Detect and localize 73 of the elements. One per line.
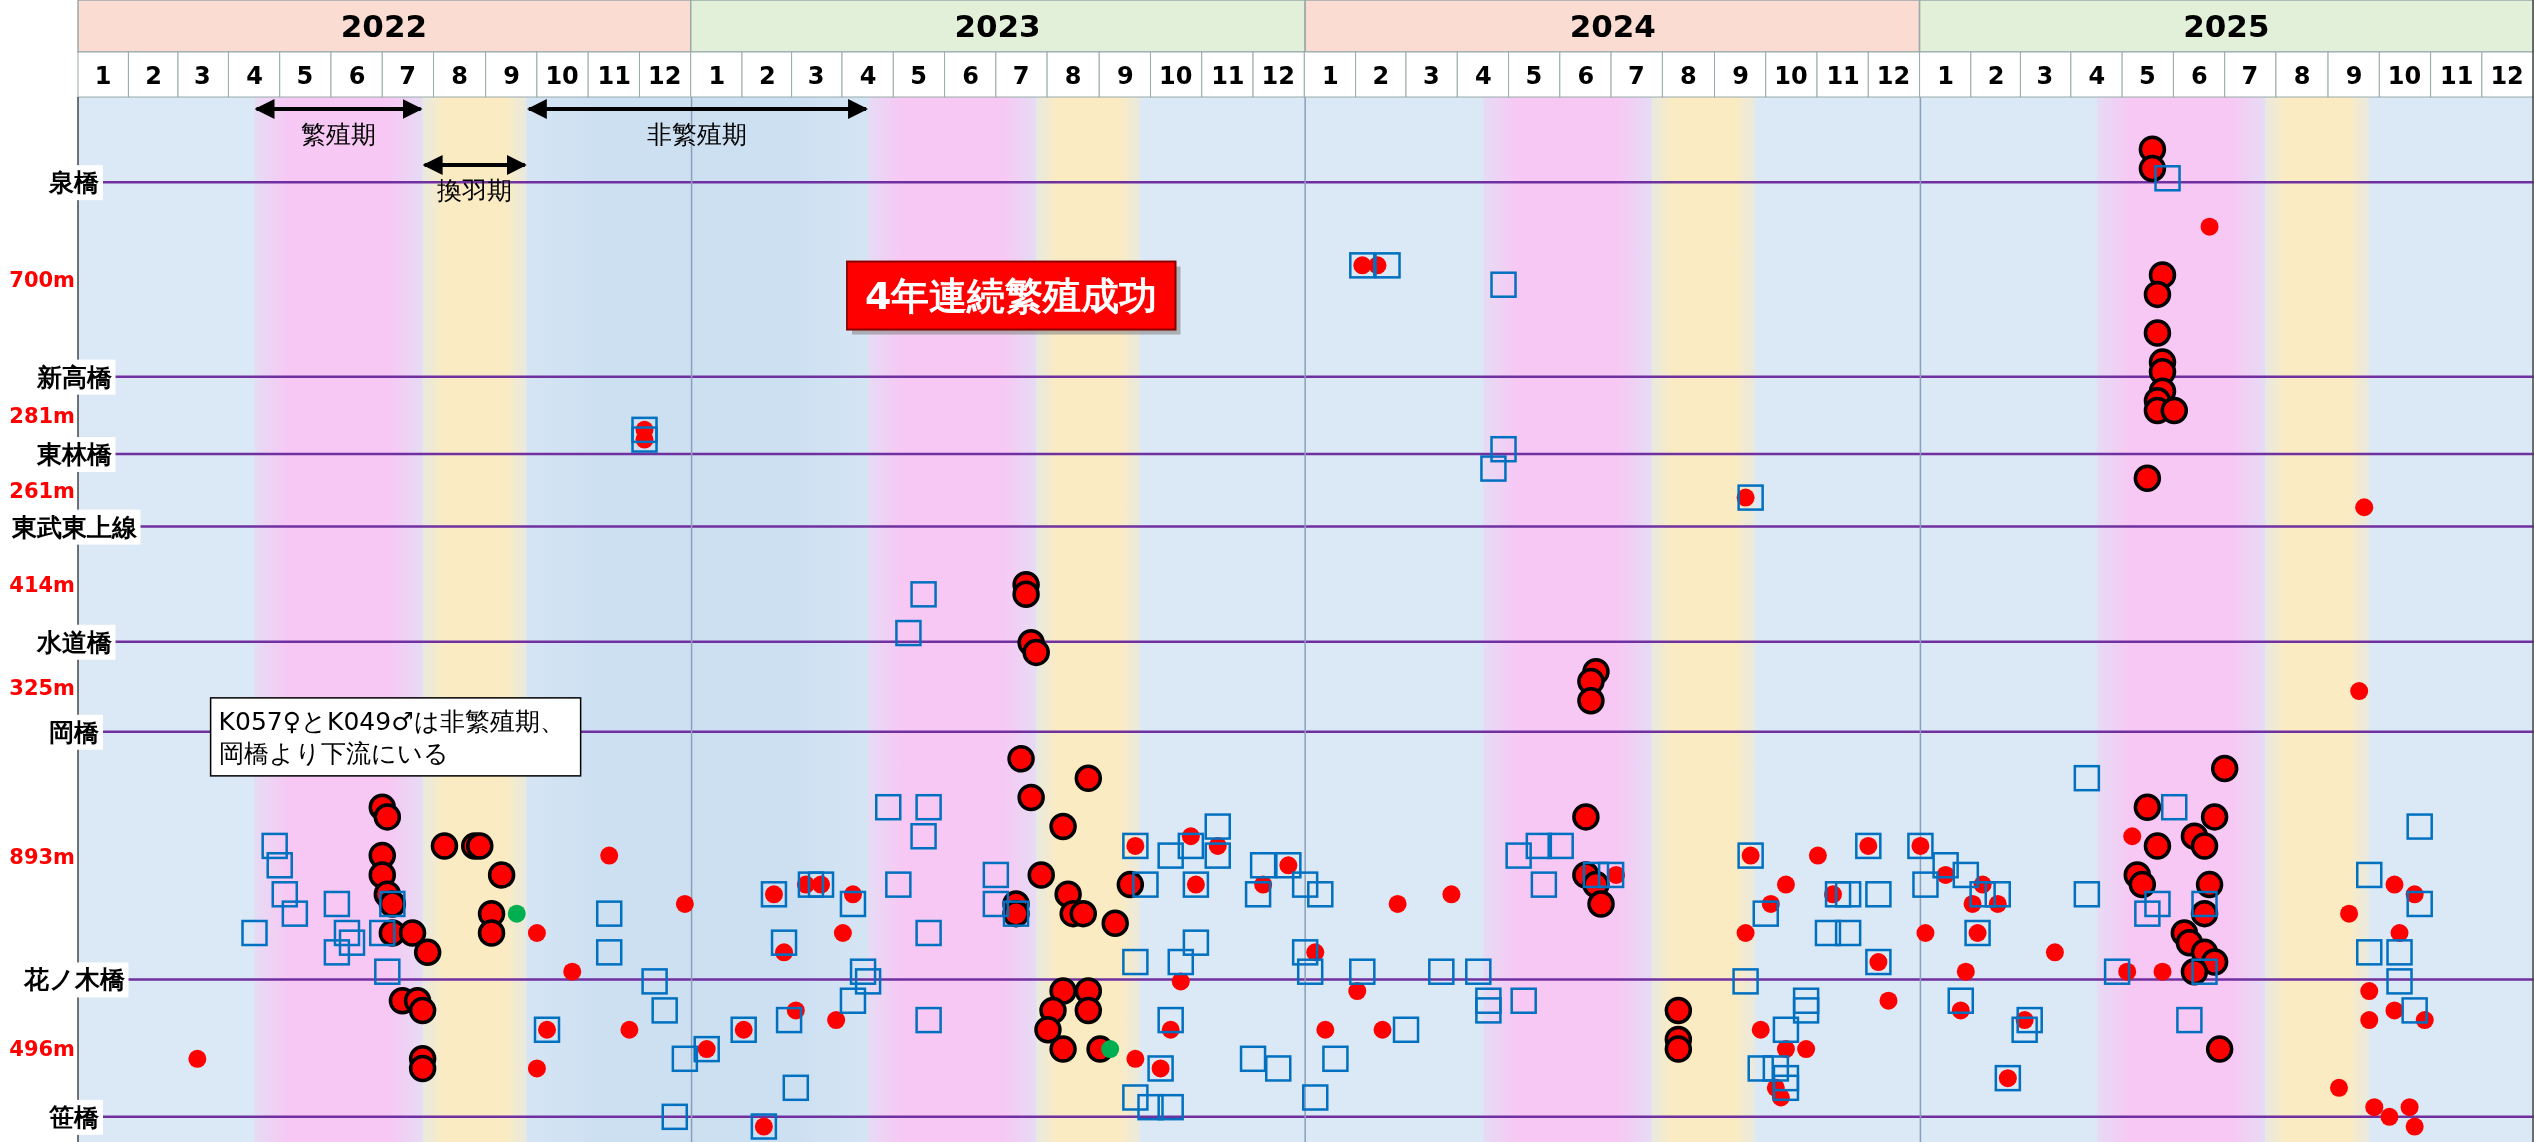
x-tick-label: 3: [194, 61, 211, 90]
text: 893m: [9, 844, 75, 869]
x-tick-label: 12: [1876, 61, 1911, 90]
ref-line-label: 花ノ木橋: [22, 965, 126, 995]
x-tick-label: 8: [451, 61, 468, 90]
x-tick-label: 5: [1525, 61, 1543, 90]
x-tick-label: 11: [1826, 61, 1860, 90]
x2-tick-label: 2025: [2183, 8, 2270, 44]
x-tick-label: 8: [1064, 61, 1082, 90]
x-tick-label: 4: [1475, 61, 1492, 90]
x-tick-label: 12: [647, 61, 682, 90]
x-tick-label: 7: [399, 61, 416, 90]
x-tick-label: 7: [1627, 61, 1645, 90]
x-tick-label: 9: [1732, 61, 1749, 90]
text: 414m: [9, 573, 75, 598]
x-tick-label: 11: [597, 61, 631, 90]
text: 700m: [9, 268, 75, 293]
x-tick-label: 1: [94, 61, 112, 90]
x-tick-label: 1: [708, 61, 726, 90]
ref-line-label: 岡橋: [49, 717, 100, 747]
x-tick-label: 3: [2036, 61, 2054, 90]
x-tick-label: 10: [2387, 61, 2422, 90]
x-tick-label: 10: [1774, 61, 1808, 90]
x-tick-label: 5: [2139, 61, 2156, 90]
band-label: 非繁殖期: [647, 120, 748, 149]
x-tick-label: 1: [1937, 61, 1954, 90]
x-tick-label: 12: [1261, 61, 1295, 90]
ref-line-label: 東林橋: [35, 440, 113, 470]
x-tick-label: 4: [246, 61, 263, 90]
x-tick-label: 1: [1322, 61, 1339, 90]
x-tick-label: 9: [503, 61, 521, 90]
band-label: 換羽期: [437, 176, 513, 205]
x-tick-label: 11: [1211, 61, 1245, 90]
text: 281m: [9, 404, 75, 429]
ref-line-label: 東武東上線: [10, 512, 138, 542]
ref-line-label: 水道橋: [35, 627, 113, 657]
x-tick-label: 6: [962, 61, 979, 90]
ref-line-label: 新高橋: [35, 362, 113, 392]
x-tick-label: 4: [859, 61, 877, 90]
x-tick-label: 8: [1680, 61, 1697, 90]
band-label: 繁殖期: [301, 120, 377, 149]
x-tick-label: 7: [2241, 61, 2259, 90]
x-tick-label: 10: [545, 61, 579, 90]
note: K057♀とK049♂は非繁殖期、岡橋より下流にいる: [209, 697, 582, 777]
x-tick-label: 6: [1577, 61, 1595, 90]
x-tick-label: 11: [2439, 61, 2474, 90]
x-tick-label: 5: [910, 61, 927, 90]
x-tick-label: 6: [348, 61, 366, 90]
ref-line-label: 泉橋: [48, 168, 100, 198]
x-tick-label: 12: [2490, 61, 2524, 90]
x-tick-label: 3: [807, 61, 825, 90]
x-tick-label: 6: [2191, 61, 2208, 90]
x-tick-label: 5: [296, 61, 314, 90]
text: 4年連続繁殖成功: [865, 273, 1158, 318]
text: 325m: [9, 675, 75, 700]
x-tick-label: 9: [1116, 61, 1134, 90]
annotation: K057♀とK049♂は非繁殖期、岡橋より下流にいる: [218, 706, 565, 768]
x-tick-label: 9: [2345, 61, 2363, 90]
x-tick-label: 2: [145, 61, 162, 90]
x2-tick-label: 2024: [1569, 8, 1656, 44]
x-tick-label: 4: [2088, 61, 2106, 90]
x-tick-label: 2: [1372, 61, 1390, 90]
x2-tick-label: 2022: [340, 8, 428, 44]
x2-tick-label: 2023: [954, 8, 1041, 44]
x-tick-label: 7: [1012, 61, 1030, 90]
text: 261m: [9, 479, 75, 504]
text: 496m: [9, 1037, 75, 1062]
x-tick-label: 8: [2293, 61, 2311, 90]
x-tick-label: 2: [758, 61, 776, 90]
x-tick-label: 10: [1159, 61, 1193, 90]
x-tick-label: 3: [1422, 61, 1440, 90]
x-tick-label: 2: [1987, 61, 2005, 90]
ref-line-label: 笹橋: [48, 1102, 100, 1132]
